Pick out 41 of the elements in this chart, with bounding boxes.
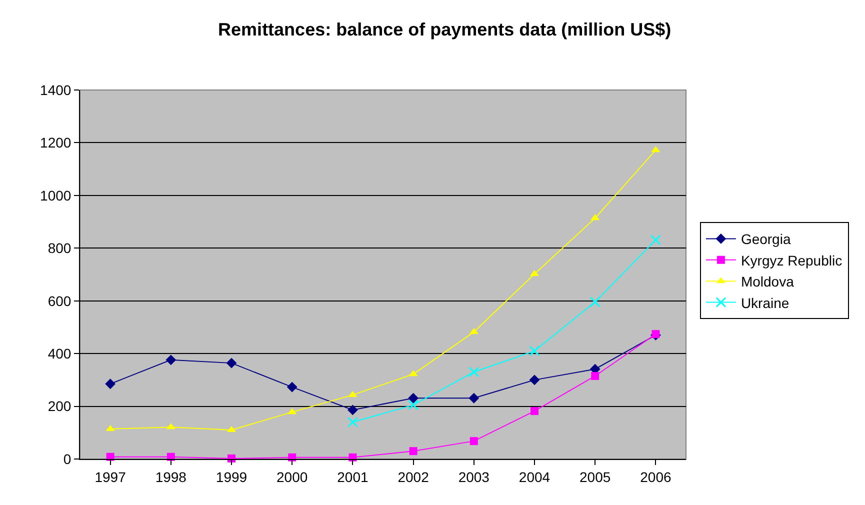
- point: [468, 392, 480, 404]
- x-tick-label: 1998: [155, 468, 187, 485]
- x-tick-label: 2000: [276, 468, 308, 485]
- legend-label: Ukraine: [740, 294, 790, 311]
- point: [348, 404, 358, 416]
- point: [650, 234, 661, 246]
- point: [286, 382, 298, 392]
- legend-label: Georgia: [740, 231, 791, 248]
- x-tick-label: 2005: [580, 468, 611, 485]
- point: [408, 400, 419, 410]
- point: [590, 296, 600, 308]
- chart-title: Remittances: balance of payments data (million US$): [218, 19, 672, 40]
- point: [105, 378, 116, 390]
- point: [408, 392, 418, 404]
- y-tick-label: 1400: [40, 82, 72, 98]
- x-tick-label: 2003: [458, 468, 490, 485]
- y-tick-label: 800: [48, 240, 72, 256]
- point: [529, 346, 540, 356]
- legend-label: Moldova: [740, 274, 794, 290]
- x-tick-label: 1999: [216, 468, 248, 485]
- legend-label: Kyrgyz Republic: [740, 252, 842, 268]
- point: [347, 416, 358, 428]
- point: [468, 366, 480, 378]
- point: [530, 407, 538, 416]
- y-tick-label: 400: [48, 345, 72, 362]
- x-tick-label: 2004: [518, 468, 550, 485]
- y-tick-label: 1200: [40, 134, 72, 151]
- point: [409, 447, 418, 456]
- point: [166, 354, 176, 366]
- y-tick-label: 0: [63, 450, 72, 467]
- x-tick-label: 2006: [640, 468, 672, 485]
- y-tick-label: 200: [48, 398, 72, 414]
- x-tick-label: 2002: [398, 468, 430, 485]
- y-tick-label: 600: [48, 292, 72, 309]
- point: [529, 374, 540, 386]
- point: [226, 358, 237, 368]
- point: [591, 372, 600, 380]
- x-tick-label: 1997: [94, 468, 126, 485]
- x-tick-label: 2001: [337, 468, 368, 485]
- y-tick-label: 1000: [40, 187, 72, 204]
- point: [470, 437, 478, 446]
